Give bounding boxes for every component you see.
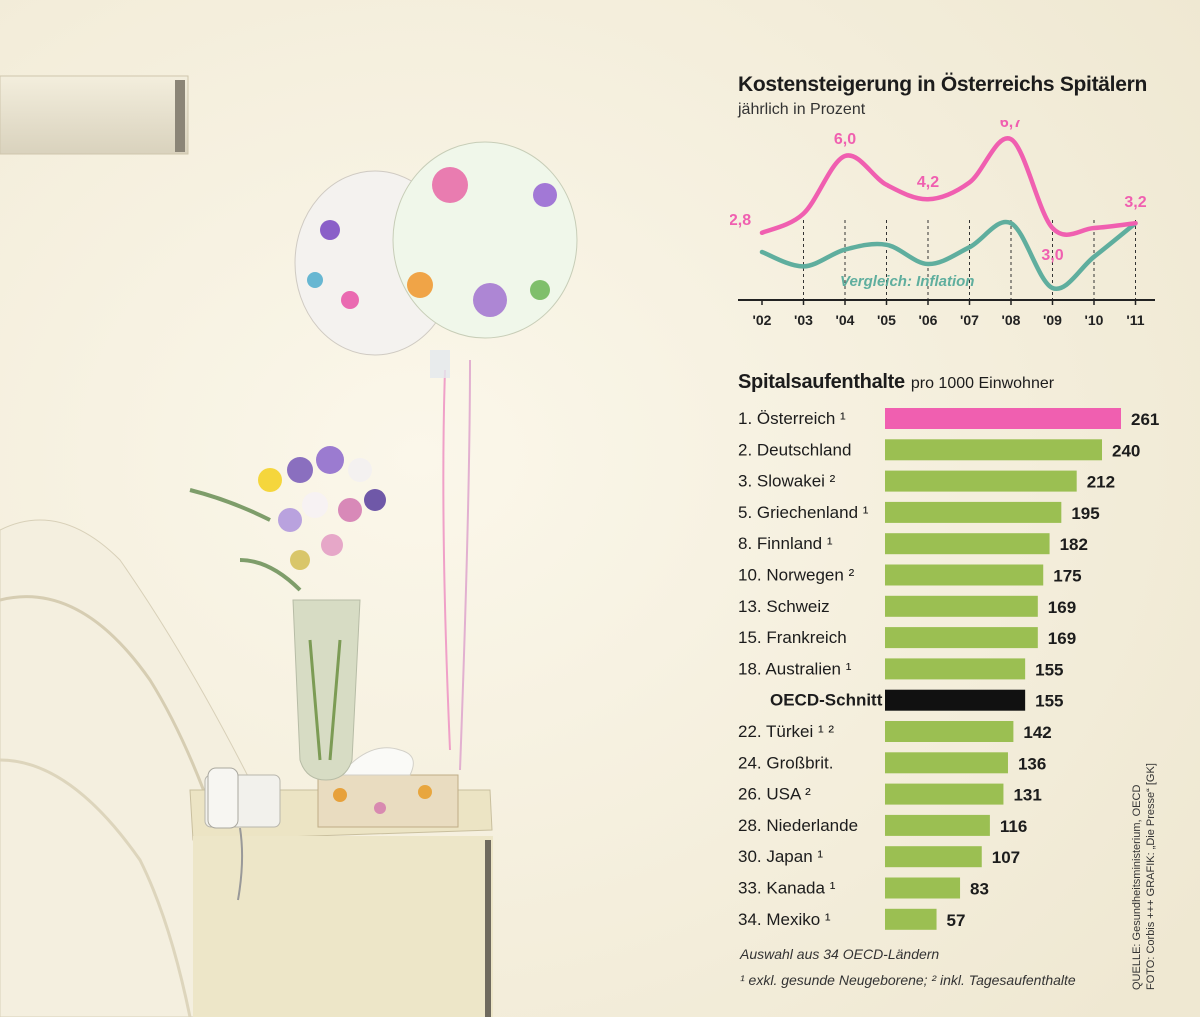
- value-label: 240: [1112, 441, 1140, 460]
- x-tick-label: '11: [1126, 312, 1144, 328]
- bar: [885, 658, 1026, 680]
- data-label: 3,0: [1041, 247, 1063, 264]
- data-label: 6,0: [834, 131, 856, 148]
- bar: [885, 470, 1077, 492]
- bar-chart-title-main: Spitalsaufenthalte: [738, 371, 905, 393]
- category-label: 30. Japan ¹: [738, 847, 823, 866]
- x-tick-label: '07: [960, 312, 979, 328]
- line-chart: '02 '03 '04 '05 '06 '07 '08 '09 '10 '11 Vergleich:…: [730, 120, 1155, 328]
- series-line-inflation: [759, 219, 1138, 291]
- value-label: 116: [1000, 817, 1027, 836]
- value-label: 169: [1048, 629, 1076, 648]
- x-tick-label: '10: [1085, 312, 1104, 328]
- category-label: 33. Kanada ¹: [738, 879, 836, 898]
- x-tick-label: '03: [794, 312, 813, 328]
- data-label: 2,8: [730, 212, 751, 229]
- data-label: 3,2: [1124, 194, 1146, 211]
- source-line-1: QUELLE: Gesundheitsministerium, OECD: [1131, 784, 1143, 990]
- data-label: 6,7: [1000, 120, 1022, 131]
- bar: [885, 846, 982, 868]
- value-label: 261: [1131, 410, 1159, 429]
- x-tick-label: '02: [753, 312, 772, 328]
- bar: [885, 595, 1038, 617]
- line-chart-title: Kostensteigerung in Österreichs Spitäler…: [738, 73, 1147, 96]
- bar: [885, 689, 1026, 711]
- value-label: 195: [1071, 504, 1099, 523]
- bar-chart-subtitle: pro 1000 Einwohner: [910, 375, 1055, 392]
- inflation-label: Vergleich: Inflation: [840, 273, 974, 290]
- x-tick-label: '05: [877, 312, 896, 328]
- balloons: [294, 141, 578, 771]
- telephone: [204, 767, 281, 901]
- category-label: 28. Niederlande: [738, 816, 858, 835]
- series-line-kostensteigerung: [759, 136, 1138, 237]
- bar: [885, 721, 1014, 742]
- value-label: 155: [1035, 692, 1063, 711]
- category-label: 34. Mexiko ¹: [738, 910, 831, 929]
- tissue-box: [317, 747, 459, 828]
- value-label: 169: [1048, 598, 1076, 617]
- value-label: 136: [1018, 754, 1046, 773]
- bar-chart-title: Spitalsaufenthalte pro 1000 Einwohner: [738, 371, 1054, 394]
- value-label: 131: [1013, 786, 1041, 805]
- x-tick-label: '06: [919, 312, 938, 328]
- category-label: 10. Norwegen ²: [738, 566, 855, 585]
- bar: [885, 501, 1062, 523]
- wall-lamp: [0, 75, 189, 155]
- source-line-2: FOTO: Corbis +++ GRAFIK: „Die Presse“ [G…: [1145, 763, 1157, 990]
- bar: [885, 627, 1038, 649]
- category-label: OECD-Schnitt: [770, 691, 883, 710]
- category-label: 22. Türkei ¹ ²: [738, 722, 834, 741]
- bar: [885, 439, 1103, 461]
- bar: [885, 783, 1004, 805]
- value-label: 107: [992, 848, 1020, 867]
- category-label: 26. USA ²: [738, 785, 811, 804]
- value-label: 57: [947, 911, 966, 930]
- bar: [885, 564, 1044, 586]
- value-label: 83: [970, 880, 989, 899]
- bar: [885, 877, 961, 899]
- bar: [885, 814, 990, 836]
- note-selection: Auswahl aus 34 OECD-Ländern: [740, 946, 940, 962]
- category-label: 18. Australien ¹: [738, 659, 852, 678]
- bar-chart: 1. Österreich ¹ 261 2. Deutschland 240 3. Sl…: [738, 408, 1159, 930]
- x-tick-label: '08: [1002, 312, 1021, 328]
- note-footnotes: ¹ exkl. gesunde Neugeborene; ² inkl. Tag…: [740, 972, 1076, 988]
- category-label: 15. Frankreich: [738, 628, 847, 647]
- line-chart-subtitle: jährlich in Prozent: [738, 101, 866, 118]
- x-tick-label: '04: [836, 312, 855, 328]
- value-label: 175: [1053, 567, 1081, 586]
- value-label: 155: [1035, 660, 1063, 679]
- source-credit: QUELLE: Gesundheitsministerium, OECD FOT…: [1130, 763, 1158, 990]
- bar: [885, 752, 1008, 774]
- value-label: 212: [1087, 473, 1115, 492]
- category-label: 24. Großbrit.: [738, 753, 833, 772]
- data-label: 4,2: [917, 174, 939, 191]
- bar: [885, 408, 1121, 429]
- category-label: 2. Deutschland: [738, 440, 851, 459]
- category-label: 1. Österreich ¹: [738, 409, 846, 428]
- value-label: 182: [1060, 535, 1088, 554]
- bar: [885, 533, 1050, 555]
- bar: [885, 908, 937, 930]
- category-label: 13. Schweiz: [738, 597, 830, 616]
- value-label: 142: [1023, 723, 1051, 742]
- x-tick-label: '09: [1043, 312, 1062, 328]
- flower-vase: [189, 446, 386, 781]
- category-label: 5. Griechenland ¹: [738, 503, 869, 522]
- category-label: 3. Slowakei ²: [738, 472, 836, 491]
- category-label: 8. Finnland ¹: [738, 534, 833, 553]
